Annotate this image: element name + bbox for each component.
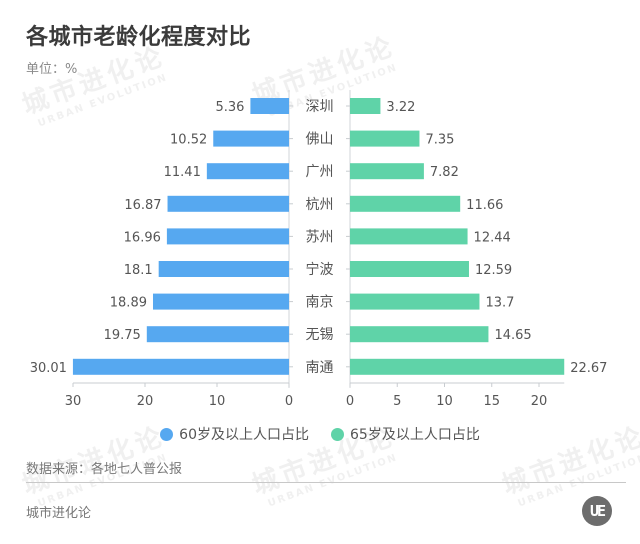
axis-tick-label: 15 <box>483 394 500 409</box>
legend: 60岁及以上人口占比 65岁及以上人口占比 <box>0 424 640 444</box>
bar-value-label: 3.22 <box>386 100 415 115</box>
legend-dot-icon <box>331 427 344 441</box>
bar-60plus[interactable] <box>206 163 289 180</box>
axis-tick-label: 20 <box>531 394 548 409</box>
bar-value-label: 19.75 <box>104 328 141 343</box>
bar-65plus[interactable] <box>350 326 489 343</box>
category-label: 苏州 <box>306 229 334 245</box>
bar-60plus[interactable] <box>213 130 289 147</box>
butterfly-bar-chart: 5.36 3.22 深圳 10.52 7.35 佛山 11.41 7.82 广州 16.87 11.… <box>30 90 607 409</box>
category-label: 南通 <box>306 360 334 376</box>
divider <box>26 482 626 483</box>
bar-60plus[interactable] <box>158 261 289 277</box>
bar-value-label: 16.87 <box>124 198 161 213</box>
bar-value-label: 14.65 <box>494 328 531 343</box>
bar-60plus[interactable] <box>166 228 289 245</box>
bar-65plus[interactable] <box>350 228 468 245</box>
axis-tick-label: 5 <box>393 394 401 409</box>
brand-logo-icon: UE <box>582 496 612 526</box>
legend-label: 60岁及以上人口占比 <box>179 427 309 443</box>
bar-60plus[interactable] <box>72 358 289 375</box>
category-label: 宁波 <box>306 261 334 278</box>
chart-title: 各城市老龄化程度对比 <box>26 25 252 50</box>
bar-60plus[interactable] <box>146 326 289 343</box>
axis-tick-label: 0 <box>346 394 354 409</box>
bar-60plus[interactable] <box>250 98 289 114</box>
bar-value-label: 7.82 <box>430 165 459 180</box>
bar-value-label: 18.89 <box>110 296 147 311</box>
bar-value-label: 30.01 <box>30 361 67 376</box>
bar-value-label: 10.52 <box>170 133 207 148</box>
bar-65plus[interactable] <box>350 358 565 375</box>
bar-60plus[interactable] <box>167 195 289 212</box>
axis-tick-label: 10 <box>209 394 226 409</box>
bar-65plus[interactable] <box>350 163 424 180</box>
bar-value-label: 5.36 <box>215 100 244 115</box>
bar-value-label: 16.96 <box>124 230 161 245</box>
bar-65plus[interactable] <box>350 130 420 147</box>
bar-value-label: 13.7 <box>485 296 514 311</box>
unit-label: 单位：% <box>26 62 78 77</box>
category-label: 广州 <box>306 164 334 180</box>
bar-value-label: 11.41 <box>164 165 201 180</box>
axis-tick-label: 10 <box>436 394 453 409</box>
category-label: 杭州 <box>306 197 334 213</box>
legend-label: 65岁及以上人口占比 <box>350 427 480 443</box>
bar-value-label: 12.59 <box>475 263 512 278</box>
bar-65plus[interactable] <box>350 293 480 310</box>
bar-value-label: 7.35 <box>425 133 454 148</box>
category-label: 无锡 <box>306 327 334 343</box>
brand-name: 城市进化论 <box>26 506 92 521</box>
category-label: 佛山 <box>306 132 334 148</box>
data-source: 数据来源：各地七人普公报 <box>26 462 183 477</box>
legend-item-65[interactable]: 65岁及以上人口占比 <box>331 424 480 444</box>
axis-tick-label: 20 <box>137 394 154 409</box>
bar-value-label: 12.44 <box>474 230 511 245</box>
legend-dot-icon <box>160 427 174 441</box>
axis-tick-label: 30 <box>65 394 82 409</box>
bar-value-label: 22.67 <box>570 361 607 376</box>
bar-60plus[interactable] <box>152 293 289 310</box>
bar-value-label: 11.66 <box>466 198 503 213</box>
category-label: 南京 <box>306 295 334 311</box>
legend-item-60[interactable]: 60岁及以上人口占比 <box>160 424 309 444</box>
bar-65plus[interactable] <box>350 195 461 212</box>
bar-65plus[interactable] <box>350 98 381 114</box>
category-label: 深圳 <box>306 99 334 115</box>
axis-tick-label: 0 <box>285 394 293 409</box>
bar-value-label: 18.1 <box>124 263 153 278</box>
bar-65plus[interactable] <box>350 261 469 277</box>
